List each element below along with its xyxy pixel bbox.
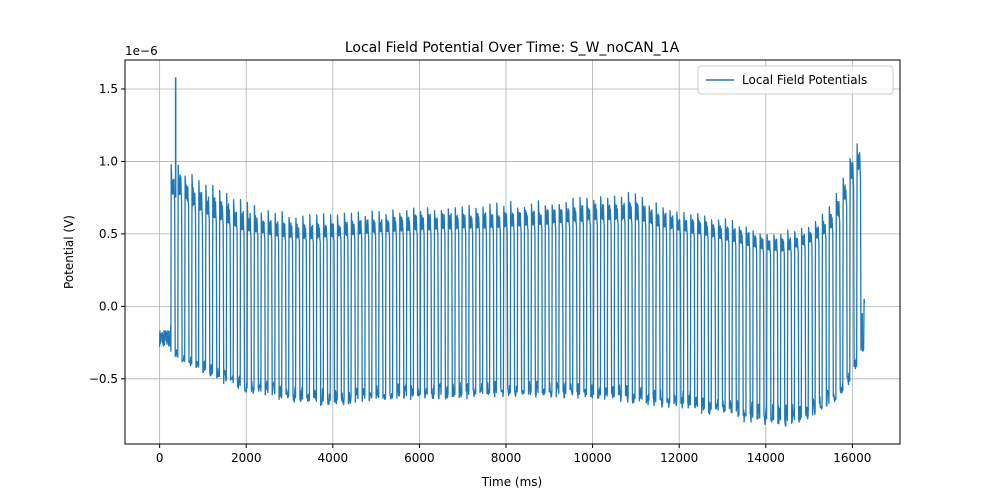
series-line-local-field-potentials bbox=[158, 143, 866, 427]
x-tick-label: 14000 bbox=[747, 451, 785, 465]
x-tick-label: 12000 bbox=[660, 451, 698, 465]
legend-series-label: Local Field Potentials bbox=[742, 73, 867, 87]
legend: Local Field Potentials bbox=[697, 65, 894, 95]
y-tick-label: 1.0 bbox=[99, 154, 118, 168]
legend-box bbox=[697, 65, 894, 95]
x-tick-label: 0 bbox=[156, 451, 164, 465]
y-axis-offset-label: 1e−6 bbox=[125, 44, 158, 58]
x-tick-label: 2000 bbox=[231, 451, 262, 465]
y-tick-label: 0.0 bbox=[99, 299, 118, 313]
x-tick-label: 16000 bbox=[833, 451, 871, 465]
y-axis-label: Potential (V) bbox=[62, 215, 76, 289]
plot-frame bbox=[124, 59, 901, 445]
x-tick-label: 6000 bbox=[404, 451, 435, 465]
x-tick-label: 10000 bbox=[574, 451, 612, 465]
y-tick-label: 1.5 bbox=[99, 82, 118, 96]
y-tick-label: 0.5 bbox=[99, 227, 118, 241]
x-axis-label: Time (ms) bbox=[481, 475, 543, 489]
x-axis-ticks: 0 2000 4000 6000 8000 10000 12000 14000 16000 bbox=[156, 444, 871, 465]
x-tick-label: 8000 bbox=[491, 451, 522, 465]
y-tick-label: −0.5 bbox=[89, 372, 118, 386]
series-layer bbox=[158, 77, 866, 427]
chart-title: Local Field Potential Over Time: S_W_noC… bbox=[345, 40, 680, 56]
y-axis-ticks: −0.5 0.0 0.5 1.0 1.5 bbox=[89, 82, 125, 386]
x-tick-label: 4000 bbox=[318, 451, 349, 465]
